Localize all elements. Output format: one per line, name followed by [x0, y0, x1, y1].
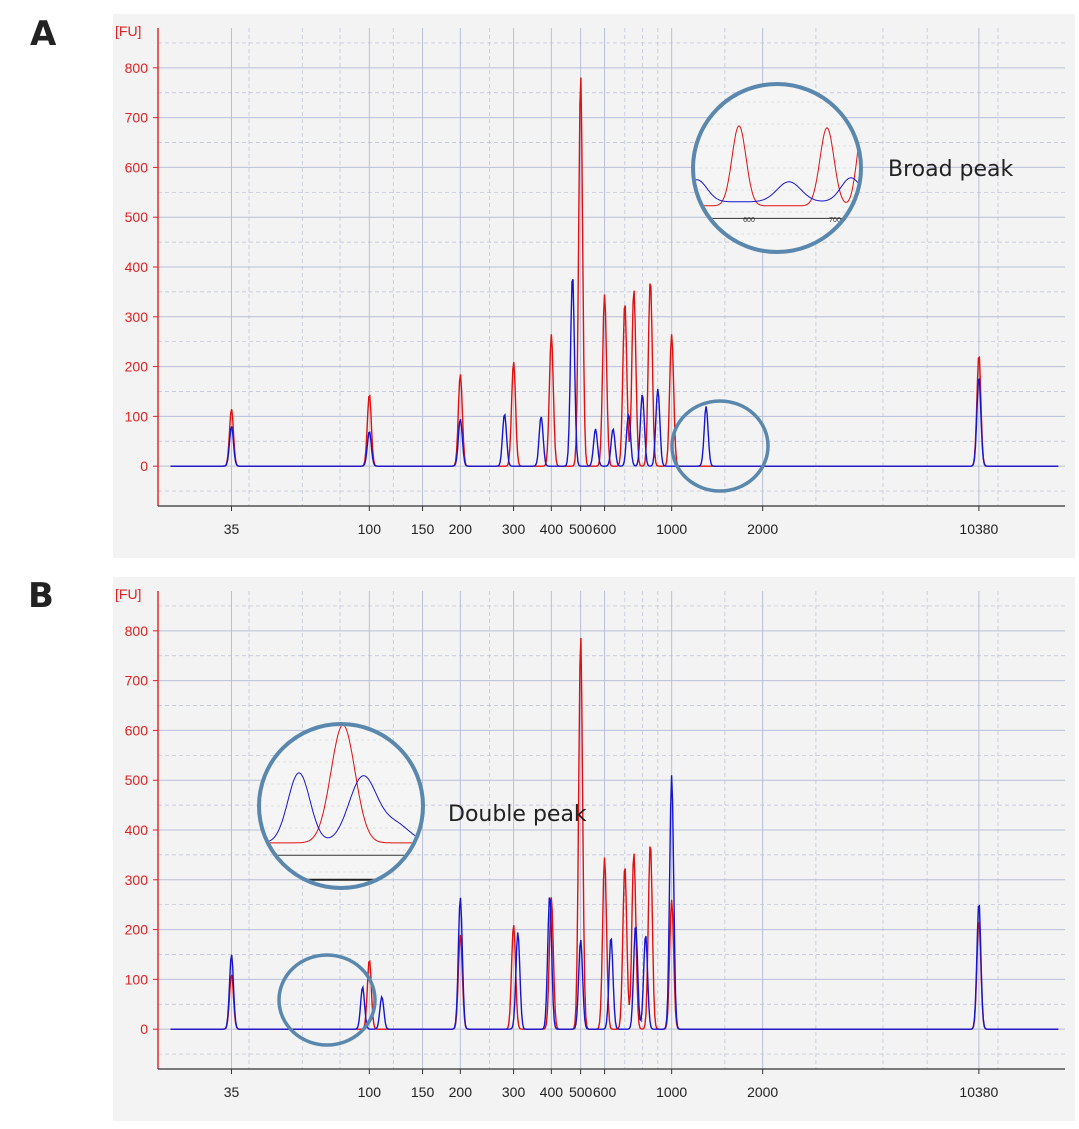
inset-tick-label: 600	[743, 217, 755, 224]
y-tick-label: 600	[125, 159, 149, 175]
x-tick-label: 100	[358, 1084, 382, 1100]
inset-circle-border	[257, 722, 425, 890]
inset-tick-label: 700	[829, 217, 841, 224]
panel-label-a: A	[30, 14, 57, 54]
y-tick-label: 0	[140, 1021, 148, 1037]
y-tick-label: 400	[125, 259, 149, 275]
x-tick-label: 500	[569, 1084, 593, 1100]
y-tick-label: 700	[125, 110, 149, 126]
y-tick-label: 100	[125, 971, 149, 987]
y-tick-label: 300	[125, 309, 149, 325]
y-tick-label: 700	[125, 673, 149, 689]
x-tick-label: 200	[449, 1084, 473, 1100]
x-tick-label: 1000	[656, 1084, 687, 1100]
inset-red-trace	[261, 726, 421, 844]
x-tick-label: 1000	[656, 521, 687, 537]
x-tick-label: 150	[411, 521, 435, 537]
inset-red-trace	[695, 125, 859, 207]
callout-label: Double peak	[448, 802, 587, 827]
x-tick-label: 10380	[959, 1084, 998, 1100]
y-tick-label: 300	[125, 872, 149, 888]
blue-trace-line	[170, 775, 1059, 1030]
y-tick-label: 500	[125, 772, 149, 788]
inset-blue-trace	[695, 177, 859, 203]
x-tick-label: 400	[540, 521, 564, 537]
panel-label-b: B	[28, 576, 54, 616]
x-tick-label: 10380	[959, 521, 998, 537]
highlight-circle	[670, 399, 770, 493]
x-tick-label: 200	[449, 521, 473, 537]
y-tick-label: 800	[125, 60, 149, 76]
blue-trace-line	[170, 279, 1059, 467]
x-tick-label: 2000	[747, 1084, 778, 1100]
y-tick-label: 0	[140, 458, 148, 474]
x-tick-label: 2000	[747, 521, 778, 537]
x-tick-label: 150	[411, 1084, 435, 1100]
y-tick-label: 100	[125, 408, 149, 424]
plot-background	[113, 577, 1075, 1121]
inset-zoom	[261, 726, 421, 886]
x-tick-label: 300	[502, 521, 526, 537]
y-tick-label: 500	[125, 209, 149, 225]
y-tick-label: 600	[125, 722, 149, 738]
x-tick-label: 100	[358, 521, 382, 537]
inset-zoom: 600 700	[695, 86, 859, 250]
x-tick-label: 400	[540, 1084, 564, 1100]
highlight-circle	[277, 953, 377, 1047]
plot-background	[113, 14, 1075, 558]
x-tick-label: 300	[502, 1084, 526, 1100]
y-axis-unit: [FU]	[115, 23, 141, 39]
y-tick-label: 800	[125, 623, 149, 639]
inset-background	[261, 726, 421, 886]
y-axis-unit: [FU]	[115, 586, 141, 602]
y-tick-label: 200	[125, 359, 149, 375]
y-tick-label: 200	[125, 922, 149, 938]
x-tick-label: 600	[593, 1084, 617, 1100]
callout-label: Broad peak	[888, 157, 1014, 182]
inset-circle-border	[691, 82, 863, 254]
y-tick-label: 400	[125, 822, 149, 838]
x-tick-label: 600	[593, 521, 617, 537]
x-tick-label: 35	[224, 521, 240, 537]
x-tick-label: 500	[569, 521, 593, 537]
x-tick-label: 35	[224, 1084, 240, 1100]
inset-blue-trace	[261, 772, 421, 844]
